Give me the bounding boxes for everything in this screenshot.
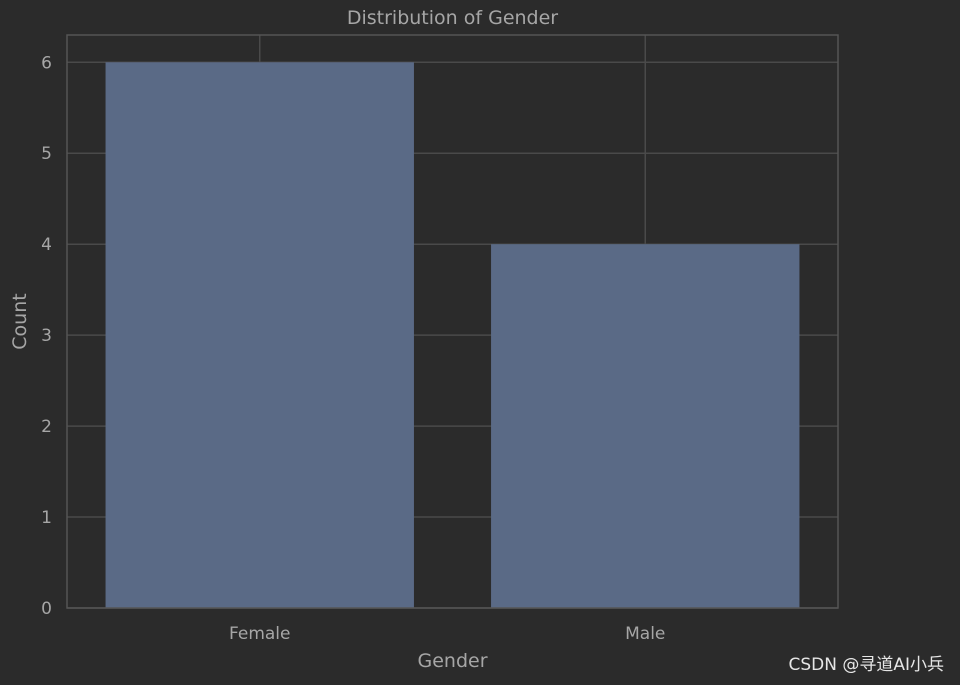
x-axis-label: Gender bbox=[417, 650, 487, 672]
x-tick-label: Female bbox=[229, 624, 290, 644]
y-tick-label: 5 bbox=[41, 144, 52, 164]
y-tick-label: 4 bbox=[41, 235, 52, 255]
y-tick-label: 2 bbox=[41, 417, 52, 437]
y-tick-label: 1 bbox=[41, 508, 52, 528]
y-axis-label: Count bbox=[9, 293, 31, 349]
y-tick-label: 6 bbox=[41, 53, 52, 73]
y-tick-label: 0 bbox=[41, 599, 52, 619]
plot-frame bbox=[66, 34, 839, 609]
bar-female bbox=[105, 62, 414, 609]
y-tick-label: 3 bbox=[41, 326, 52, 346]
x-tick-label: Male bbox=[625, 624, 665, 644]
chart-title: Distribution of Gender bbox=[347, 7, 558, 29]
bar-male bbox=[491, 244, 800, 608]
watermark: CSDN @寻道AI小兵 bbox=[788, 655, 944, 675]
